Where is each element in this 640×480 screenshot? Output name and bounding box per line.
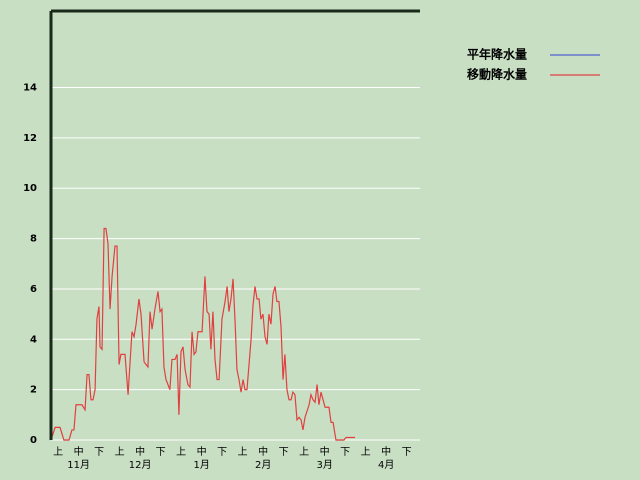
y-tick-label: 6 (30, 284, 37, 295)
period-label: 下 (156, 447, 166, 458)
y-tick-label: 2 (30, 385, 37, 396)
month-label: 1月 (193, 459, 209, 471)
y-tick-label: 4 (30, 334, 37, 345)
month-label: 12月 (129, 459, 152, 471)
period-label: 下 (340, 447, 350, 458)
period-label: 中 (381, 445, 391, 458)
period-label: 上 (53, 446, 63, 458)
month-label: 3月 (316, 459, 332, 471)
y-tick-label: 8 (30, 234, 37, 245)
y-tick-label: 14 (23, 83, 37, 94)
month-label: 4月 (378, 459, 394, 471)
period-label: 下 (94, 447, 104, 458)
y-tick-label: 12 (23, 133, 37, 144)
period-label: 中 (135, 445, 145, 458)
period-label: 中 (320, 445, 330, 458)
period-label: 中 (74, 445, 84, 458)
month-label: 11月 (67, 459, 90, 471)
period-label: 上 (176, 446, 186, 458)
period-label: 中 (258, 445, 268, 458)
period-label: 下 (402, 447, 412, 458)
period-label: 上 (115, 446, 125, 458)
period-label: 上 (299, 446, 309, 458)
legend-label: 平年降水量 (467, 47, 527, 62)
y-tick-label: 0 (30, 435, 37, 446)
y-tick-label: 10 (23, 183, 37, 194)
period-label: 中 (197, 445, 207, 458)
data-line (50, 227, 356, 441)
period-label: 上 (361, 446, 371, 458)
month-label: 2月 (255, 459, 271, 471)
period-label: 上 (238, 446, 248, 458)
period-label: 下 (217, 447, 227, 458)
period-label: 下 (279, 447, 289, 458)
legend-label: 移動降水量 (467, 67, 527, 82)
